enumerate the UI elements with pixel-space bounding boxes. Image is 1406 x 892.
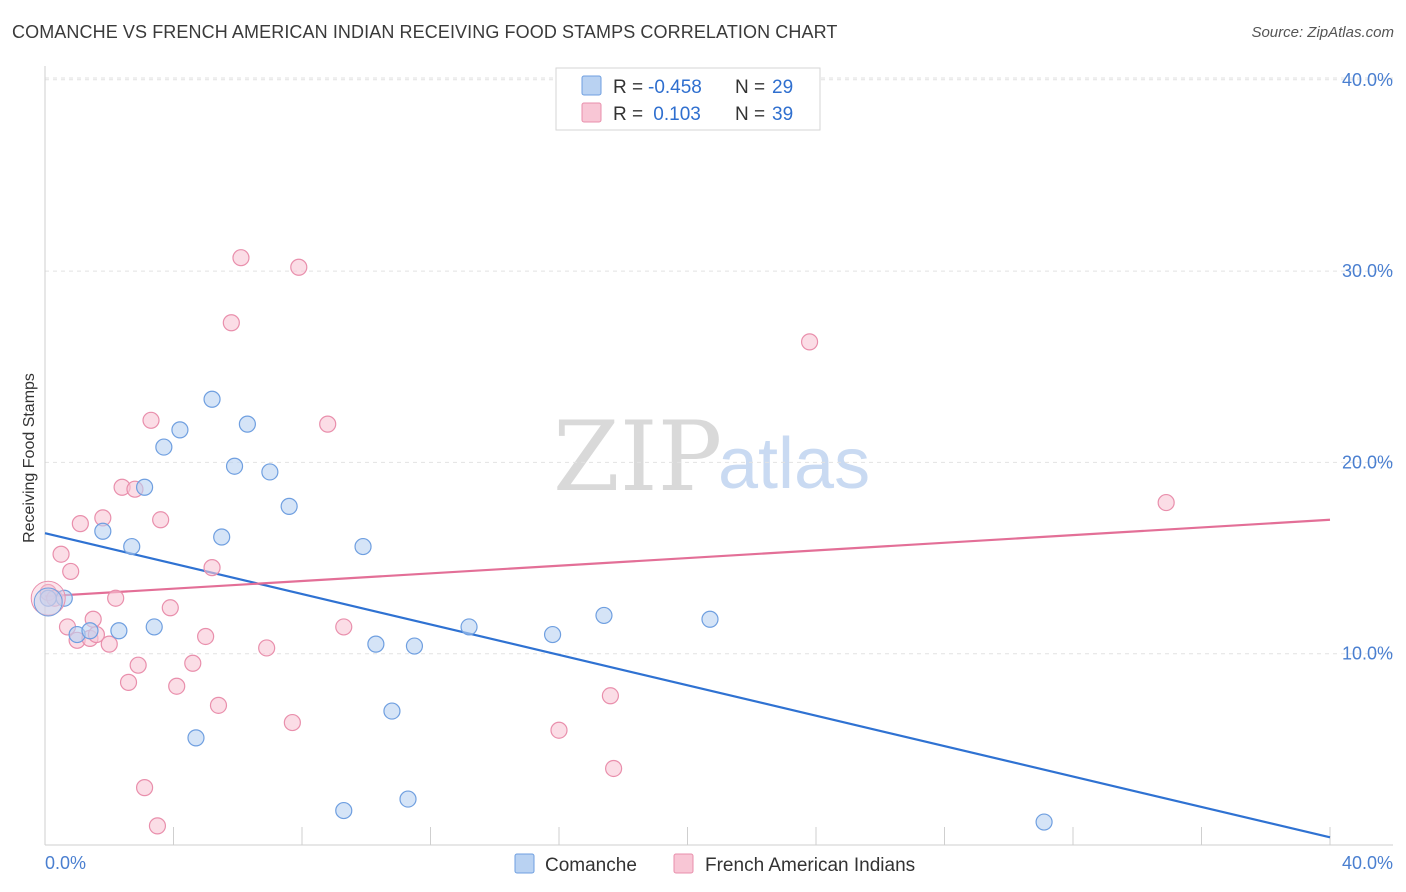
point-french-american-indians-21 (161, 599, 179, 617)
point-french-american-indians-18 (142, 411, 160, 429)
axes (44, 66, 1393, 846)
point-comanche-28 (1035, 813, 1053, 831)
grid-lines (45, 77, 1393, 655)
point-french-american-indians-26 (209, 696, 228, 714)
legend-r-label-french: R = (613, 104, 643, 125)
legend-n-value-comanche: 29 (772, 77, 793, 98)
watermark-zip: ZIP (553, 401, 722, 513)
series-legend-french-american-indians: French American Indians (705, 855, 915, 876)
legend-n-value-french: 39 (772, 104, 793, 125)
y-tick-label: 20.0% (1342, 452, 1393, 472)
point-french-american-indians-6 (71, 515, 89, 533)
legend-n-label-comanche: N = (735, 77, 765, 98)
point-french-american-indians-24 (197, 627, 215, 646)
point-comanche-24 (460, 618, 478, 636)
point-comanche-13 (213, 528, 231, 546)
point-french-american-indians-27 (222, 314, 240, 332)
data-points (30, 249, 1175, 835)
chart-title: COMANCHE VS FRENCH AMERICAN INDIAN RECEI… (12, 22, 838, 42)
point-french-american-indians-28 (232, 249, 250, 267)
y-axis-label: Receiving Food Stamps (21, 373, 38, 543)
series-legend: Comanche French American Indians (514, 853, 915, 876)
point-comanche-27 (701, 610, 719, 628)
point-french-american-indians-33 (335, 618, 353, 636)
x-tick-label-max: 40.0% (1342, 853, 1393, 873)
legend-n-label-french: N = (735, 104, 765, 125)
legend-swatch-french-american-indians (581, 102, 602, 123)
series-legend-swatch-comanche (514, 853, 535, 874)
legend-r-label-comanche: R = (613, 77, 643, 98)
point-french-american-indians-19 (148, 817, 167, 835)
point-comanche-19 (354, 537, 372, 556)
point-french-american-indians-37 (800, 333, 819, 351)
correlation-legend: R = -0.458 N = 29 R = 0.103 N = 39 (555, 67, 821, 131)
point-french-american-indians-12 (107, 589, 125, 607)
point-comanche-6 (123, 537, 141, 556)
trend-lines (44, 518, 1331, 839)
tick-labels: 10.0% 20.0% 30.0% 40.0% 0.0% 40.0% (45, 70, 1393, 873)
point-comanche-17 (280, 497, 298, 515)
point-french-american-indians-2 (52, 545, 70, 563)
point-french-american-indians-17 (135, 779, 154, 797)
point-french-american-indians-32 (319, 415, 337, 433)
point-french-american-indians-38 (1157, 493, 1175, 512)
point-comanche-22 (399, 790, 417, 808)
point-comanche-21 (383, 702, 401, 720)
point-comanche-9 (155, 438, 173, 456)
x-tick-label-min: 0.0% (45, 853, 86, 873)
point-french-american-indians-cluster (30, 580, 66, 616)
point-french-american-indians-30 (283, 713, 301, 732)
point-french-american-indians-23 (184, 654, 202, 672)
point-french-american-indians-14 (119, 673, 138, 691)
point-french-american-indians-31 (290, 258, 308, 276)
point-french-american-indians-4 (62, 562, 80, 581)
point-french-american-indians-25 (203, 559, 221, 577)
legend-swatch-comanche (581, 75, 602, 96)
point-french-american-indians-16 (129, 656, 147, 674)
point-comanche-23 (405, 637, 424, 655)
watermark-atlas: atlas (718, 424, 870, 504)
point-french-american-indians-29 (258, 639, 276, 657)
point-comanche-3 (81, 622, 99, 640)
point-comanche-20 (367, 635, 385, 653)
y-tick-label: 40.0% (1342, 70, 1393, 90)
series-legend-swatch-french-american-indians (673, 853, 694, 874)
y-tick-label: 30.0% (1342, 261, 1393, 281)
series-legend-comanche: Comanche (545, 855, 637, 876)
point-comanche-8 (145, 618, 163, 636)
point-comanche-4 (94, 522, 112, 540)
point-comanche-cluster (33, 587, 63, 617)
legend-r-value-comanche: -0.458 (648, 77, 702, 98)
y-tick-label: 10.0% (1342, 644, 1393, 664)
point-comanche-12 (203, 390, 221, 408)
legend-r-value-french: 0.103 (648, 104, 701, 125)
point-comanche-5 (110, 622, 128, 640)
point-comanche-14 (225, 457, 244, 475)
point-comanche-25 (543, 625, 562, 644)
point-french-american-indians-34 (550, 721, 568, 739)
point-comanche-10 (171, 421, 189, 439)
point-comanche-18 (335, 801, 353, 820)
trend-line-comanche (44, 532, 1331, 839)
point-comanche-16 (261, 463, 279, 481)
point-comanche-26 (595, 606, 613, 625)
point-comanche-11 (187, 729, 205, 747)
point-french-american-indians-36 (605, 759, 623, 778)
point-comanche-15 (238, 415, 256, 433)
point-french-american-indians-22 (168, 677, 186, 695)
trend-line-french-american-indians (44, 518, 1331, 598)
point-french-american-indians-20 (152, 511, 170, 529)
point-french-american-indians-35 (601, 687, 620, 705)
point-french-american-indians-11 (100, 635, 118, 653)
point-comanche-7 (135, 478, 154, 496)
source-credit: Source: ZipAtlas.com (1251, 24, 1394, 41)
